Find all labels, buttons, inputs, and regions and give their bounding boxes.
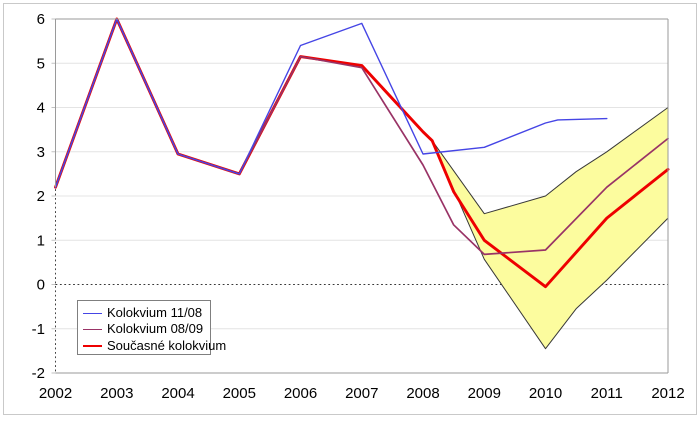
y-tick-label: 2 [37, 188, 45, 205]
x-tick-label: 2003 [100, 385, 133, 402]
y-tick-label: 4 [37, 100, 45, 117]
legend-line-sample [83, 328, 102, 330]
legend-line-sample [83, 312, 102, 314]
legend-item: Současné kolokvium [83, 338, 226, 354]
legend-item-label: Současné kolokvium [107, 337, 227, 353]
legend-line-sample [83, 344, 102, 347]
y-tick-label: 3 [37, 144, 45, 161]
chart-legend: Kolokvium 11/08 Kolokvium 08/09 Současné k… [77, 300, 226, 355]
x-tick-label: 2008 [406, 385, 439, 402]
x-tick-label: 2007 [345, 385, 378, 402]
x-tick-label: 2006 [284, 385, 317, 402]
legend-item-label: Kolokvium 08/09 [107, 321, 204, 337]
legend-item: Kolokvium 11/08 [83, 305, 210, 321]
y-tick-label: 0 [37, 277, 45, 294]
chart-outer-border [3, 3, 697, 415]
x-tick-label: 2005 [223, 385, 256, 402]
x-tick-label: 2010 [529, 385, 562, 402]
fan-band-lower-edge [431, 140, 669, 350]
x-tick-label: 2004 [161, 385, 194, 402]
y-tick-label: 5 [37, 55, 45, 72]
series-line-kolokvium-08-09 [54, 18, 669, 256]
x-tick-label: 2011 [591, 385, 623, 402]
x-tick-label: 2009 [468, 385, 501, 402]
series-line-kolokvium-11-08 [54, 18, 608, 188]
x-tick-label: 2002 [39, 385, 72, 402]
x-tick-label: 2012 [651, 385, 684, 402]
legend-item-label: Kolokvium 11/08 [107, 305, 203, 321]
fan-band-fill [432, 107, 668, 349]
y-tick-label: 1 [37, 232, 45, 249]
legend-item: Kolokvium 08/09 [83, 321, 210, 337]
fan-band-upper-edge [431, 107, 669, 215]
y-tick-label: -2 [32, 365, 45, 382]
y-tick-label: -1 [32, 321, 45, 338]
y-tick-label: 6 [37, 11, 45, 28]
